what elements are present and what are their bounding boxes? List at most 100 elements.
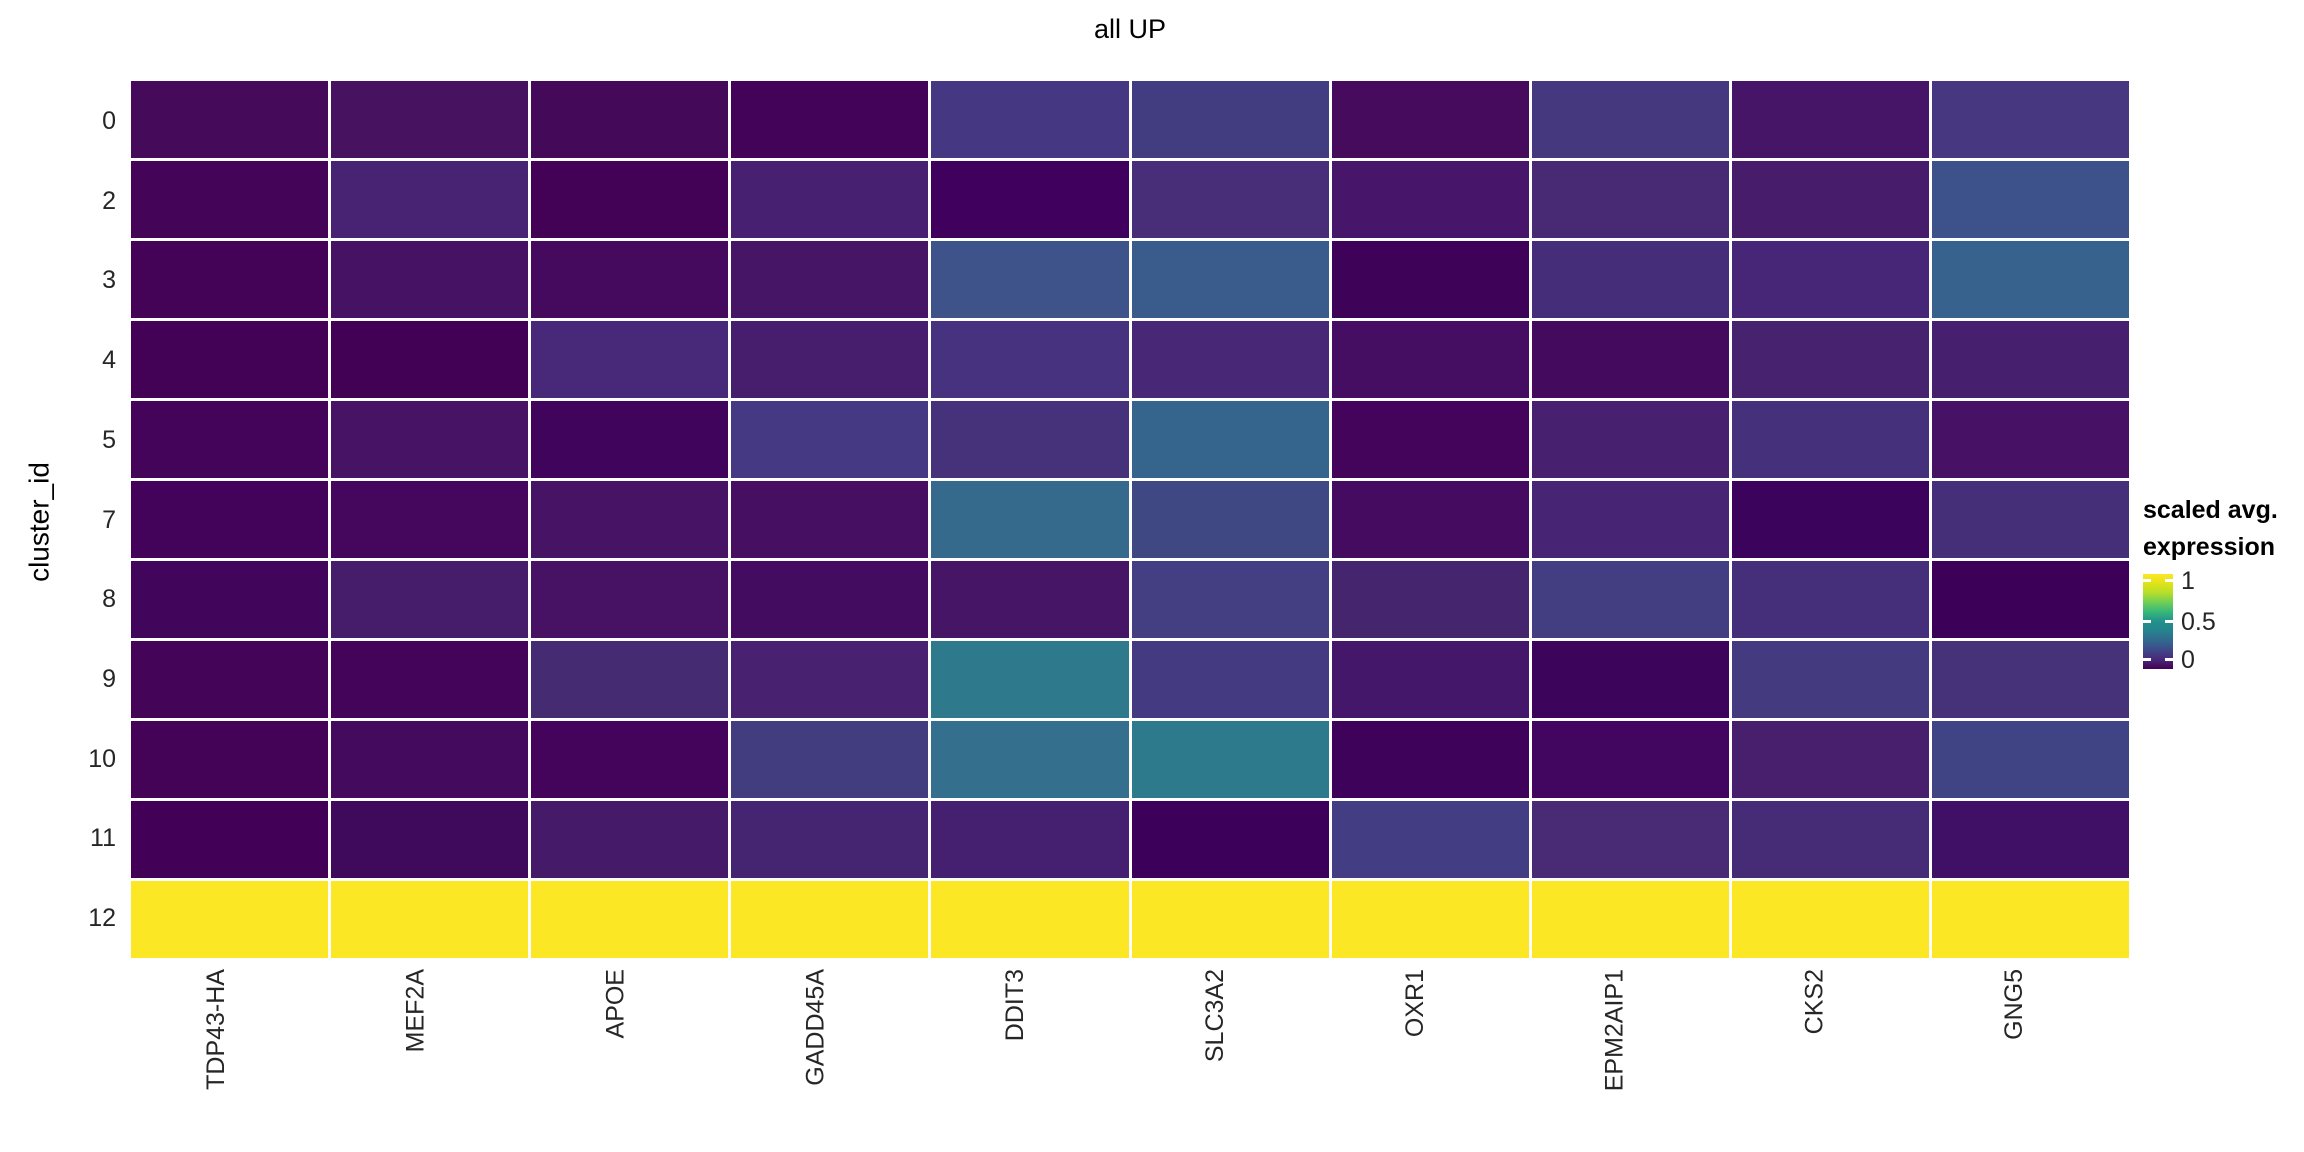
heatmap-cell <box>931 721 1129 798</box>
heatmap-cell <box>331 81 529 158</box>
heatmap-cell <box>731 161 929 238</box>
heatmap-cell <box>931 801 1129 878</box>
heatmap-cell <box>1131 321 1329 398</box>
heatmap-cell <box>1331 401 1529 478</box>
heatmap-cell <box>1531 881 1729 958</box>
heatmap-cell <box>1531 641 1729 718</box>
heatmap-cell <box>531 161 729 238</box>
heatmap-cell <box>531 561 729 638</box>
x-tick-label: MEF2A <box>401 969 430 1053</box>
heatmap-cell <box>331 481 529 558</box>
x-tick-label: GNG5 <box>2000 969 2029 1040</box>
page-title: all UP <box>1093 14 1167 44</box>
x-tick-label: OXR1 <box>1400 969 1429 1038</box>
heatmap-cell <box>1531 161 1729 238</box>
heatmap-cell <box>731 321 929 398</box>
heatmap-cell <box>1331 321 1529 398</box>
heatmap-cell <box>1131 721 1329 798</box>
heatmap-cell <box>131 561 329 638</box>
heatmap-cell <box>731 81 929 158</box>
heatmap-cell <box>1531 401 1729 478</box>
y-tick-label: 0 <box>102 106 116 135</box>
legend-colorbar-wrap: 1 0.5 0 <box>2143 567 2304 674</box>
heatmap-cell <box>1531 481 1729 558</box>
x-tick-label: SLC3A2 <box>1200 969 1229 1063</box>
heatmap-cell <box>731 401 929 478</box>
heatmap-cell <box>931 241 1129 318</box>
heatmap-cell <box>1731 241 1929 318</box>
legend-tick-label: 0.5 <box>2181 608 2216 636</box>
heatmap-cell <box>531 401 729 478</box>
y-tick-label: 12 <box>88 904 116 933</box>
heatmap-cell <box>331 321 529 398</box>
heatmap-cell <box>731 721 929 798</box>
heatmap-cell <box>1731 81 1929 158</box>
heatmap-cell <box>131 481 329 558</box>
x-tick-label: DDIT3 <box>1001 969 1030 1042</box>
heatmap-cell <box>1931 801 2129 878</box>
heatmap-cell <box>131 801 329 878</box>
heatmap-cell <box>1531 721 1729 798</box>
heatmap-cell <box>531 81 729 158</box>
colorbar-tick-mark <box>2143 579 2151 582</box>
heatmap-cell <box>931 401 1129 478</box>
heatmap-cell <box>931 481 1129 558</box>
colorbar-tick-mark <box>2143 620 2151 623</box>
x-tick-label: CKS2 <box>1800 969 1829 1035</box>
heatmap-cell <box>531 321 729 398</box>
heatmap-cell <box>331 801 529 878</box>
heatmap-cell <box>1331 481 1529 558</box>
legend-title-line1: scaled avg. <box>2143 496 2278 524</box>
heatmap-cell <box>1531 321 1729 398</box>
heatmap-cell <box>931 321 1129 398</box>
heatmap-cell <box>1331 721 1529 798</box>
heatmap-cell <box>331 881 529 958</box>
heatmap-cell <box>331 641 529 718</box>
heatmap-cell <box>131 161 329 238</box>
heatmap-cell <box>1731 561 1929 638</box>
y-tick-label: 2 <box>102 186 116 215</box>
heatmap-cell <box>531 801 729 878</box>
heatmap-cell <box>1931 721 2129 798</box>
legend-title-line2: expression <box>2143 533 2276 561</box>
heatmap-cell <box>1131 241 1329 318</box>
x-tick-label: EPM2AIP1 <box>1600 969 1629 1092</box>
heatmap-cell <box>931 641 1129 718</box>
heatmap-cell <box>1731 481 1929 558</box>
y-tick-label: 10 <box>88 744 116 773</box>
heatmap-cell <box>1131 881 1329 958</box>
heatmap-cell <box>1931 321 2129 398</box>
heatmap-cell <box>731 881 929 958</box>
colorbar-tick-mark <box>2165 620 2173 623</box>
x-tick-label: TDP43-HA <box>201 969 230 1090</box>
heatmap-cell <box>1731 161 1929 238</box>
heatmap-cell <box>1131 561 1329 638</box>
heatmap-cell <box>131 401 329 478</box>
legend: scaled avg. expression 1 0.5 0 <box>2143 492 2304 674</box>
heatmap-cell <box>531 721 729 798</box>
heatmap-cell <box>1531 561 1729 638</box>
heatmap-cell <box>1331 641 1529 718</box>
heatmap-cell <box>1131 401 1329 478</box>
heatmap-cell <box>1931 401 2129 478</box>
heatmap-cell <box>1331 881 1529 958</box>
heatmap-cell <box>531 641 729 718</box>
x-tick-label: APOE <box>601 969 630 1039</box>
heatmap-cell <box>1131 161 1329 238</box>
heatmap-cell <box>1931 641 2129 718</box>
heatmap-cell <box>1931 561 2129 638</box>
y-tick-label: 4 <box>102 346 116 375</box>
y-tick-label: 3 <box>102 266 116 295</box>
legend-colorbar <box>2143 574 2173 669</box>
heatmap-cell <box>1131 641 1329 718</box>
heatmap-cell <box>1731 801 1929 878</box>
heatmap-cell <box>1931 161 2129 238</box>
colorbar-tick-mark <box>2143 658 2151 661</box>
heatmap-cell <box>1931 481 2129 558</box>
heatmap-cell <box>931 81 1129 158</box>
heatmap-cell <box>1331 561 1529 638</box>
heatmap-cell <box>1331 241 1529 318</box>
heatmap-cell <box>1731 881 1929 958</box>
heatmap-cell <box>1131 801 1329 878</box>
